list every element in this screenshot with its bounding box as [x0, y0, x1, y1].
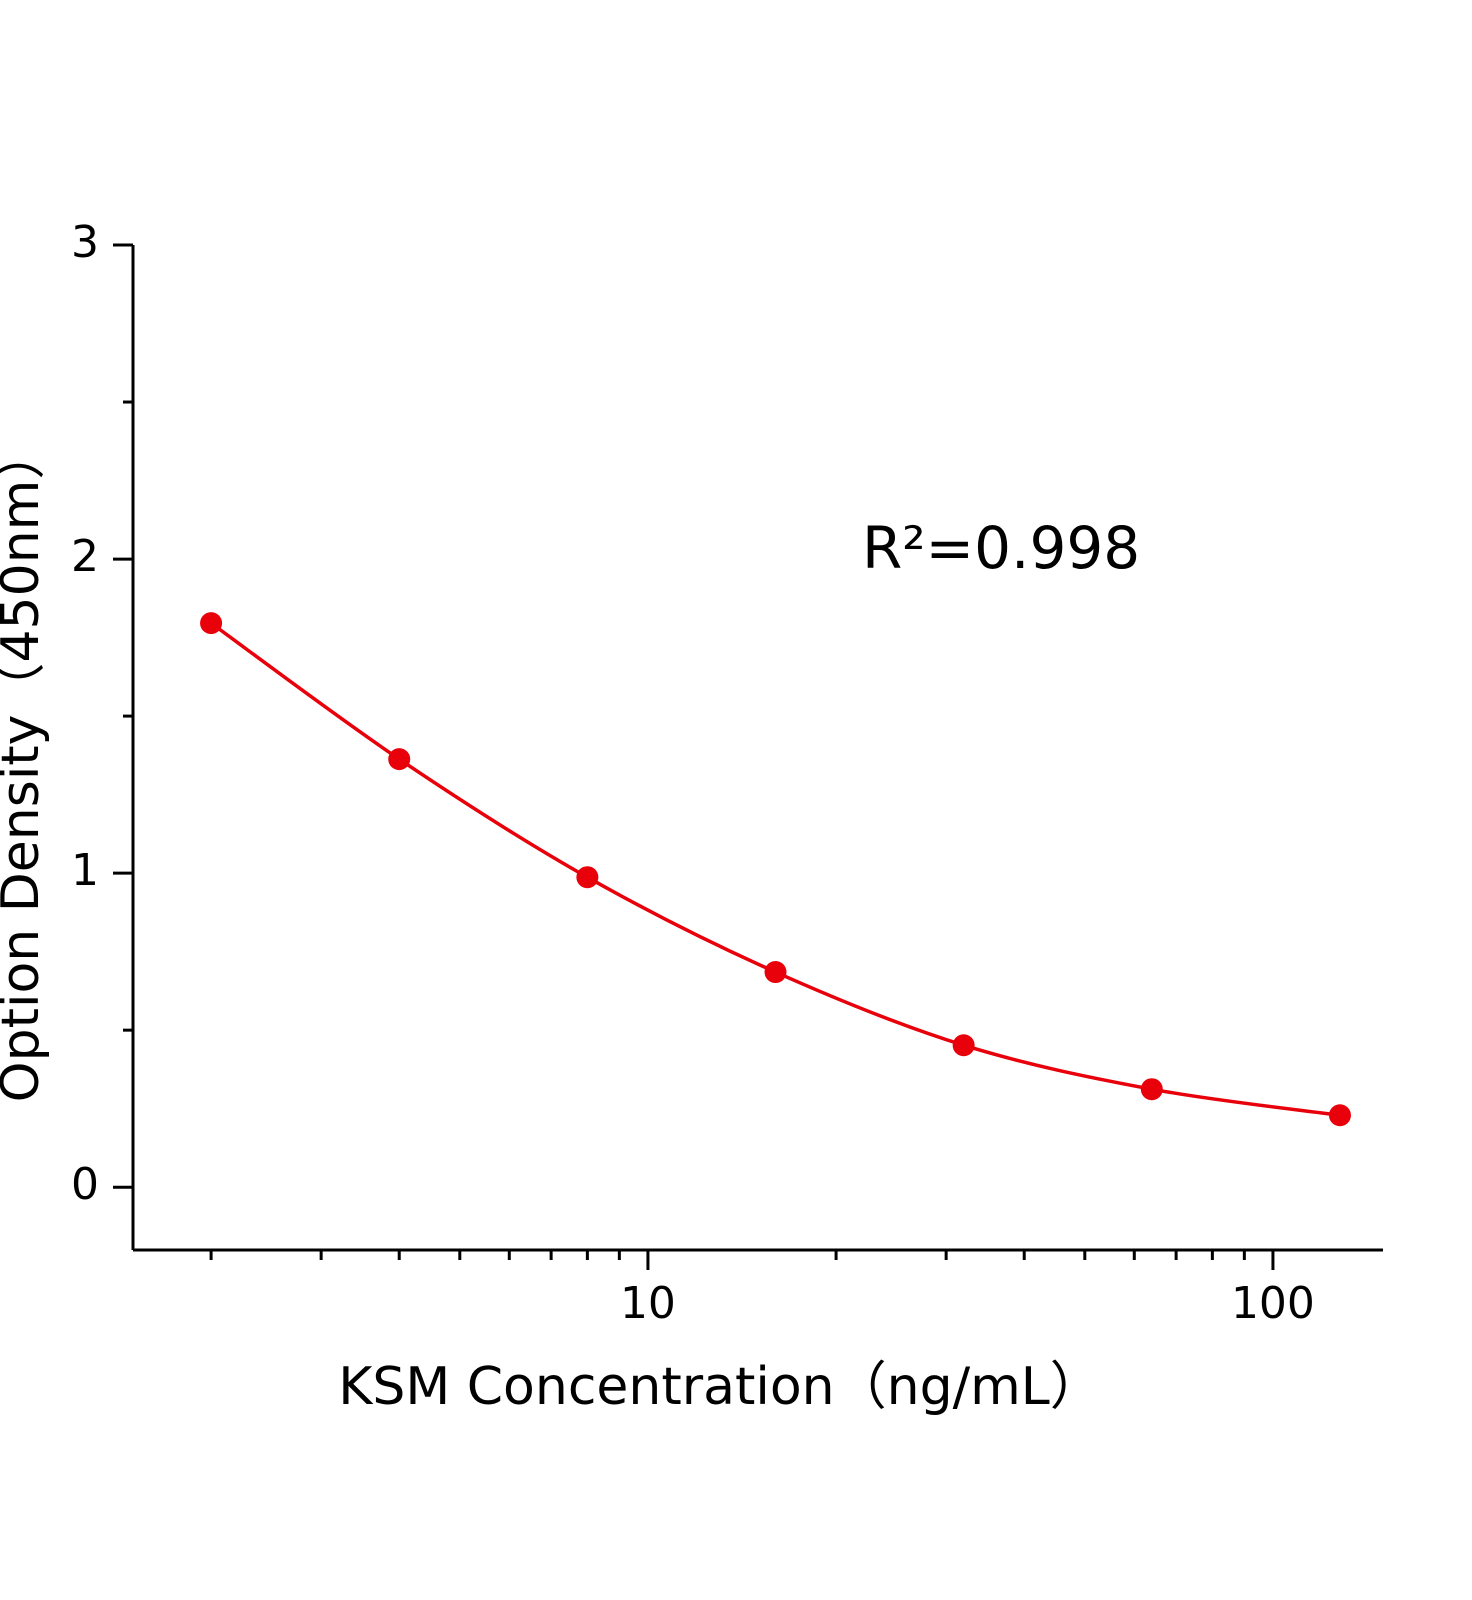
y-tick-label: 1: [71, 845, 99, 896]
marker: [1140, 1078, 1163, 1101]
marker: [1328, 1104, 1351, 1127]
x-tick-label: 100: [1231, 1278, 1315, 1329]
x-axis-title: KSM Concentration（ng/mL）: [338, 1357, 1101, 1417]
y-tick-label: 3: [71, 217, 99, 268]
marker: [764, 961, 787, 984]
marker: [388, 748, 411, 771]
marker: [576, 866, 599, 889]
annotation: R²=0.998: [862, 514, 1140, 582]
line: [210, 621, 1341, 1118]
y-axis-title: Option Density（450nm）: [0, 428, 51, 1103]
y-tick-label: 2: [71, 531, 99, 582]
marker: [952, 1034, 975, 1057]
y-tick-label: 0: [71, 1159, 99, 1210]
marker: [200, 612, 223, 635]
x-tick-label: 10: [620, 1278, 676, 1329]
